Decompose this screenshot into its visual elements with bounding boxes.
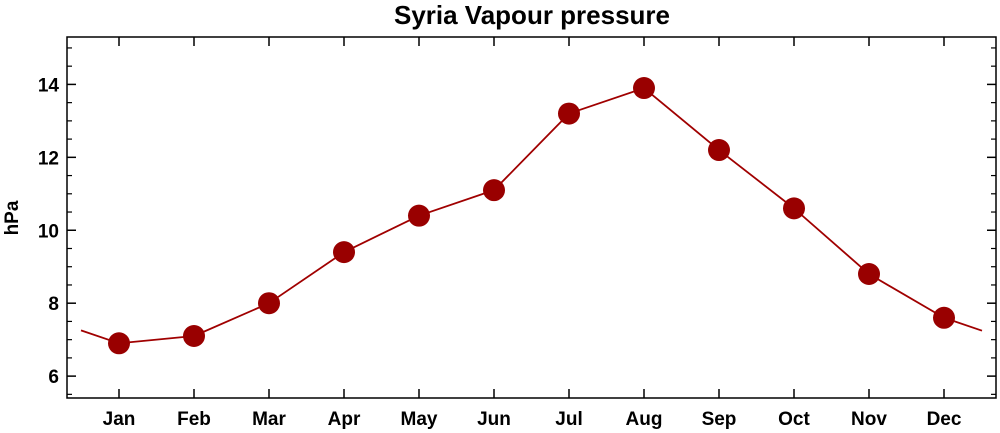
- y-tick-label: 12: [38, 148, 59, 169]
- chart-title: Syria Vapour pressure: [394, 0, 670, 30]
- data-point-apr: [333, 241, 355, 264]
- axis-ticks: [67, 37, 996, 398]
- x-tick-label: Nov: [851, 409, 887, 430]
- data-point-jul: [558, 102, 580, 125]
- x-tick-label: Aug: [626, 409, 663, 430]
- x-tick-label: May: [401, 409, 438, 430]
- data-point-feb: [183, 325, 205, 348]
- data-markers: [108, 77, 955, 355]
- data-point-nov: [858, 263, 880, 286]
- x-tick-label: Mar: [252, 409, 286, 430]
- data-point-dec: [933, 306, 955, 329]
- data-point-aug: [633, 77, 655, 100]
- x-tick-label: Feb: [177, 409, 211, 430]
- y-tick-label: 10: [38, 221, 59, 242]
- data-point-jun: [483, 179, 505, 202]
- data-point-mar: [258, 292, 280, 315]
- x-tick-label: Jul: [555, 409, 582, 430]
- y-tick-label: 14: [38, 75, 60, 96]
- tick-labels: 6 8 10 12 14 Jan Feb Mar Apr May Jun Jul Aug Sep Oct No…: [38, 75, 962, 430]
- data-point-may: [408, 204, 430, 227]
- y-axis-label: hPa: [2, 200, 23, 235]
- plot-frame: [66, 36, 997, 399]
- data-point-jan: [108, 332, 130, 355]
- data-point-sep: [708, 139, 730, 162]
- x-tick-label: Sep: [702, 409, 737, 430]
- y-tick-label: 8: [48, 294, 59, 315]
- x-tick-label: Oct: [778, 409, 810, 430]
- x-tick-label: Dec: [927, 409, 962, 430]
- data-point-oct: [783, 197, 805, 220]
- x-tick-label: Jan: [103, 409, 136, 430]
- series-line: [80, 87, 983, 345]
- x-tick-label: Jun: [477, 409, 511, 430]
- x-tick-label: Apr: [328, 409, 361, 430]
- y-tick-label: 6: [48, 367, 59, 388]
